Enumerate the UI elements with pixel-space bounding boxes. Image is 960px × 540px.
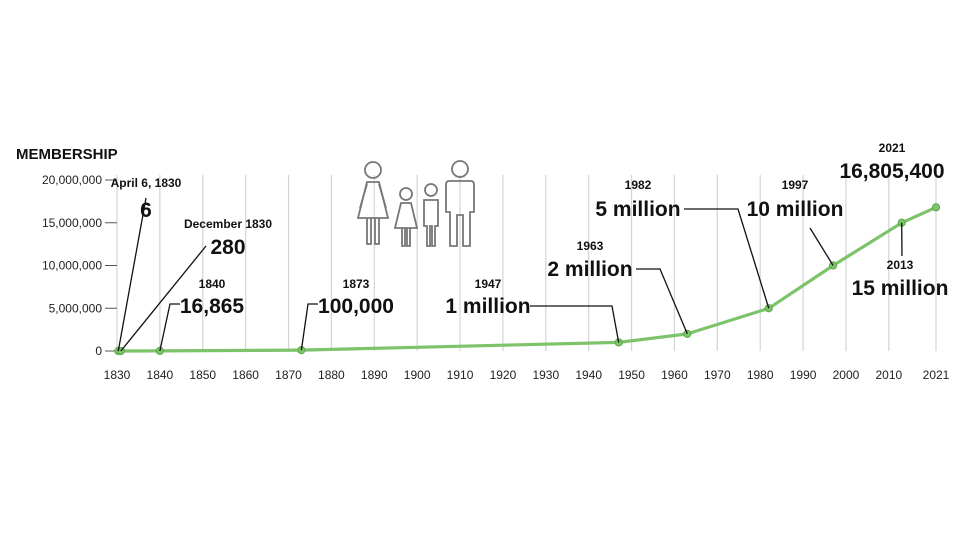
x-tick-label: 1950 [618,368,645,382]
x-tick-label: 2021 [923,368,950,382]
x-tick-label: 1860 [232,368,259,382]
x-tick-label: 1940 [575,368,602,382]
x-tick-label: 1890 [361,368,388,382]
y-tick-label: 5,000,000 [49,301,103,315]
annotation-value: 16,805,400 [839,160,944,183]
x-tick-label: 1910 [447,368,474,382]
x-tick-label: 1870 [275,368,302,382]
annotation-date: 1947 [475,277,502,291]
annotation-date: 2021 [879,141,906,155]
annotation-leader [530,305,620,343]
annotation-date: 1982 [625,178,652,192]
x-tick-label: 1830 [104,368,131,382]
x-tick-label: 1980 [747,368,774,382]
x-tick-label: 2000 [833,368,860,382]
annotation-value: 10 million [747,198,844,221]
y-axis-label: MEMBERSHIP [16,146,118,163]
y-tick-label: 20,000,000 [42,173,102,187]
grid-lines [116,175,937,351]
data-point [683,329,692,338]
x-tick-label: 1880 [318,368,345,382]
x-tick-label: 1900 [404,368,431,382]
annotation-value: 5 million [595,198,680,221]
annotation-leader [120,245,207,352]
x-tick-label: 1970 [704,368,731,382]
x-tick-label: 1960 [661,368,688,382]
y-tick-label: 15,000,000 [42,216,102,230]
x-tick-label: 1840 [147,368,174,382]
annotation-value: 15 million [852,277,949,300]
axes: 1830 1840 1850 1860 1870 1880 1890 1900 1910 1920… [42,173,950,382]
annotation-date: 1873 [343,277,370,291]
y-tick-label: 0 [95,344,102,358]
x-tick-label: 1990 [790,368,817,382]
annotation-value: 280 [210,236,245,259]
annotation-value: 16,865 [180,295,245,318]
annotation-date: 1840 [199,277,226,291]
family-icon [356,160,475,247]
annotation-date: 1963 [577,239,604,253]
annotation-date: April 6, 1830 [111,176,182,190]
y-tick-label: 10,000,000 [42,259,102,273]
annotation-leader [117,197,147,352]
annotation-value: 2 million [547,258,632,281]
data-point [931,203,941,212]
x-tick-label: 1930 [532,368,559,382]
annotation-leader [300,303,318,351]
x-tick-label: 2010 [875,368,902,382]
annotations: April 6, 1830 6 December 1830 280 1840 16,865… [111,141,949,352]
series-line [118,205,937,353]
annotation-leader [159,303,180,351]
annotation-date: 1997 [782,178,809,192]
annotation-leader [636,268,688,335]
annotation-leader [809,227,834,266]
annotation-leader [684,208,770,309]
x-tick-label: 1920 [490,368,517,382]
annotation-value: 1 million [445,295,530,318]
x-tick-label: 1850 [189,368,216,382]
annotation-value: 6 [140,199,152,222]
annotation-value: 100,000 [318,295,394,318]
annotation-date: 2013 [887,258,914,272]
annotation-date: December 1830 [184,217,272,231]
